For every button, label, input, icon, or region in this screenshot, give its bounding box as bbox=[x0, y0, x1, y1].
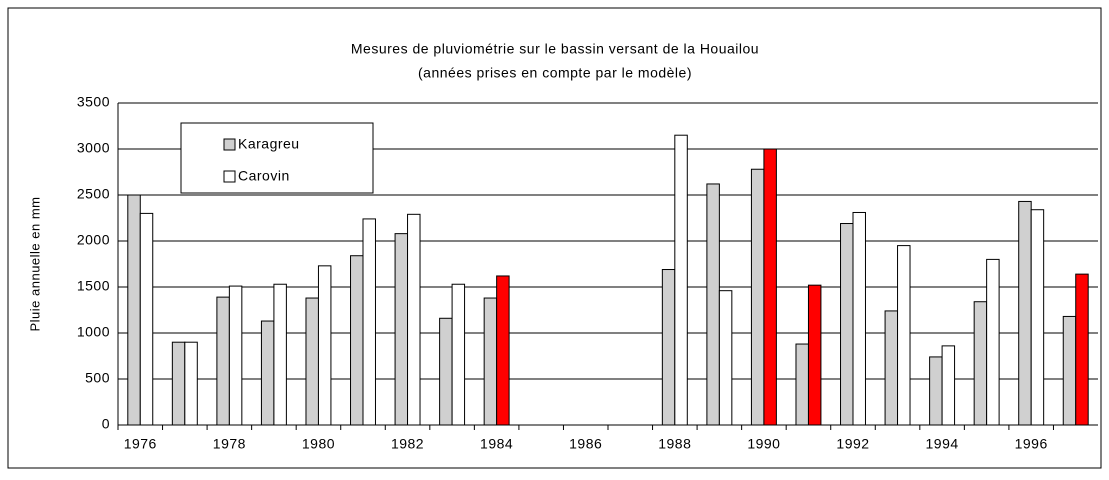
bar bbox=[795, 343, 809, 426]
x-tick-label: 1984 bbox=[480, 436, 513, 452]
y-tick-label: 0 bbox=[102, 416, 110, 432]
bar bbox=[1062, 315, 1077, 426]
chart-title: Mesures de pluviométrie sur le bassin ve… bbox=[351, 41, 759, 57]
y-tick-label: 3500 bbox=[77, 94, 110, 110]
x-tick-label: 1992 bbox=[836, 436, 869, 452]
bar bbox=[763, 148, 777, 426]
x-tick-label: 1994 bbox=[926, 436, 959, 452]
y-tick-label: 3000 bbox=[77, 140, 110, 156]
bar bbox=[483, 297, 498, 426]
bar bbox=[228, 285, 243, 426]
bar bbox=[317, 265, 332, 426]
y-tick-label: 1000 bbox=[77, 324, 110, 340]
bar bbox=[1030, 209, 1045, 426]
x-tick-label: 1996 bbox=[1015, 436, 1048, 452]
x-tick-label: 1986 bbox=[569, 436, 602, 452]
bar bbox=[362, 218, 376, 426]
bar bbox=[973, 301, 988, 426]
bar bbox=[929, 356, 943, 426]
x-tick-label: 1990 bbox=[747, 436, 780, 452]
bar bbox=[706, 183, 720, 426]
bar bbox=[171, 341, 186, 426]
y-tick-label: 2000 bbox=[77, 232, 110, 248]
y-tick-label: 2500 bbox=[77, 186, 110, 202]
bar bbox=[216, 296, 230, 426]
bar bbox=[884, 310, 899, 426]
bar bbox=[350, 255, 364, 426]
bar bbox=[840, 223, 854, 426]
bar bbox=[986, 258, 1000, 426]
bar bbox=[661, 269, 676, 426]
chart-subtitle: (années prises en compte par le modèle) bbox=[418, 65, 692, 81]
bar bbox=[941, 345, 956, 426]
x-tick-label: 1978 bbox=[213, 436, 246, 452]
bar bbox=[127, 194, 141, 426]
bar bbox=[260, 320, 275, 426]
bar bbox=[451, 283, 466, 426]
bar bbox=[394, 233, 409, 426]
bar bbox=[496, 275, 510, 426]
legend-swatch bbox=[223, 170, 236, 183]
bar bbox=[750, 168, 765, 426]
bar bbox=[305, 297, 319, 426]
x-tick-label: 1982 bbox=[391, 436, 424, 452]
bar bbox=[852, 211, 866, 426]
bar bbox=[1075, 273, 1089, 426]
bar bbox=[1018, 200, 1032, 426]
bar bbox=[273, 283, 287, 426]
bar bbox=[407, 213, 421, 426]
y-tick-label: 1500 bbox=[77, 278, 110, 294]
x-tick-label: 1988 bbox=[658, 436, 691, 452]
legend-label: Karagreu bbox=[238, 136, 300, 152]
bar bbox=[439, 317, 453, 426]
bar bbox=[807, 284, 822, 426]
y-axis-label: Pluie annuelle en mm bbox=[27, 196, 42, 331]
bar bbox=[674, 134, 688, 426]
bar bbox=[897, 245, 911, 426]
bar bbox=[718, 290, 733, 426]
x-tick-label: 1980 bbox=[302, 436, 335, 452]
legend-box bbox=[180, 122, 374, 194]
legend-swatch bbox=[223, 138, 236, 151]
y-tick-label: 500 bbox=[85, 370, 110, 386]
x-tick-label: 1976 bbox=[124, 436, 157, 452]
bar bbox=[139, 212, 154, 426]
bar bbox=[184, 341, 198, 426]
legend-label: Carovin bbox=[238, 168, 290, 184]
